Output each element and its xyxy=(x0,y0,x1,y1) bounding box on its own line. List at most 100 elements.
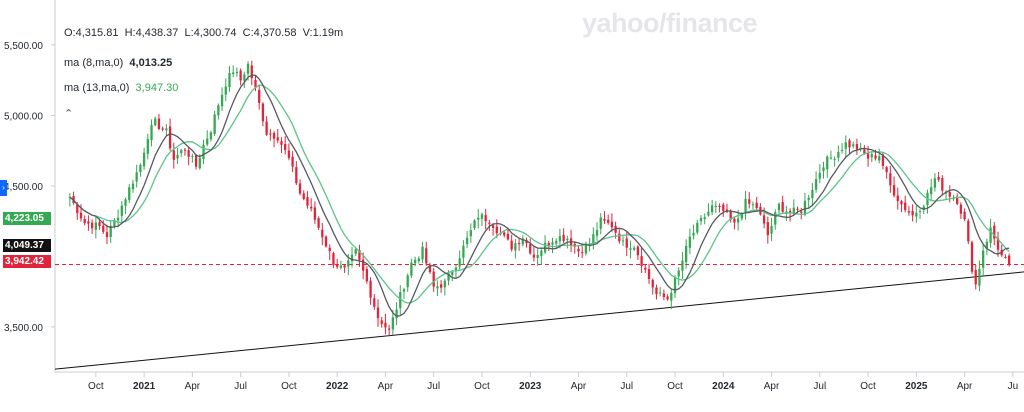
candle-body xyxy=(584,243,588,254)
candle-body xyxy=(930,187,933,195)
candle-body xyxy=(421,246,424,260)
candle-body xyxy=(246,63,250,74)
candle-body xyxy=(228,73,231,88)
candle-body xyxy=(666,296,669,300)
candle-body xyxy=(272,133,276,139)
candle-body xyxy=(896,195,899,201)
candle-body xyxy=(607,219,610,223)
candle-body xyxy=(963,211,966,220)
candle-body xyxy=(774,212,777,225)
candle-body xyxy=(310,206,313,209)
candle-body xyxy=(636,246,640,256)
candle-body xyxy=(707,211,710,216)
candle-body xyxy=(94,222,97,230)
candle-body xyxy=(165,128,168,131)
candle-body xyxy=(161,128,164,130)
candle-body xyxy=(688,236,692,248)
last-price-badge: 3,942.42 xyxy=(3,255,51,268)
x-year-label: 2024 xyxy=(712,381,735,392)
candle-body xyxy=(113,219,116,227)
candle-body xyxy=(881,154,885,166)
candle-body xyxy=(722,204,725,211)
candle-body xyxy=(83,219,86,224)
candle-body xyxy=(770,225,773,234)
x-tick-label: Ju xyxy=(1008,381,1019,392)
candle-body xyxy=(194,155,198,167)
candle-body xyxy=(733,218,736,223)
ma8-label: ma (8,ma,0) xyxy=(64,57,124,69)
candle-body xyxy=(339,265,343,268)
candle-body xyxy=(714,206,718,208)
candle-body xyxy=(629,248,632,250)
candles-layer xyxy=(68,60,1011,337)
candle-body xyxy=(993,225,996,239)
candle-body xyxy=(974,270,977,285)
candle-body xyxy=(410,262,413,276)
chevron-up-icon[interactable]: ⌃ xyxy=(64,108,74,120)
candle-body xyxy=(703,217,706,220)
candle-body xyxy=(859,147,862,149)
candle-body xyxy=(146,138,149,154)
candle-body xyxy=(811,189,814,199)
candle-body xyxy=(198,157,201,169)
candle-body xyxy=(840,150,844,152)
ma13-line xyxy=(69,84,1010,304)
candle-body xyxy=(139,164,142,173)
candle-body xyxy=(978,268,981,286)
moving-average-lines xyxy=(69,74,1010,318)
candle-body xyxy=(302,193,305,200)
candle-body xyxy=(176,154,179,159)
candle-body xyxy=(183,149,187,151)
candle-body xyxy=(265,121,268,135)
candle-body xyxy=(395,309,398,319)
candle-body xyxy=(328,247,331,252)
candle-body xyxy=(209,132,213,140)
ma8-legend[interactable]: ma (8,ma,0) 4,013.25 xyxy=(64,57,172,69)
candle-body xyxy=(443,280,446,288)
candle-body xyxy=(495,226,498,234)
candle-body xyxy=(562,234,565,242)
candle-body xyxy=(900,201,903,205)
candle-body xyxy=(128,187,131,201)
candle-body xyxy=(911,210,914,216)
candle-body xyxy=(651,279,654,288)
ma8-value: 4,013.25 xyxy=(129,57,173,69)
candle-body xyxy=(365,269,369,282)
candle-body xyxy=(736,218,740,223)
ma13-legend[interactable]: ma (13,ma,0) 3,947.30 xyxy=(64,82,178,94)
candle-body xyxy=(904,202,907,211)
high-value: H:4,438.37 xyxy=(124,27,179,39)
x-tick-label: Jul xyxy=(234,381,247,392)
candle-body xyxy=(696,222,699,233)
candle-body xyxy=(387,328,391,330)
candle-body xyxy=(621,240,625,242)
candle-body xyxy=(124,199,127,206)
candle-body xyxy=(439,284,443,288)
candle-body xyxy=(380,320,383,325)
candle-body xyxy=(217,105,220,116)
candle-body xyxy=(213,114,216,134)
y-tick-label: 5,000.00 xyxy=(4,111,43,122)
ma13-value: 3,947.30 xyxy=(135,82,179,94)
candle-body xyxy=(941,178,944,191)
candle-body xyxy=(269,133,272,135)
candle-body xyxy=(956,196,959,204)
candle-body xyxy=(803,200,807,215)
candle-body xyxy=(243,74,246,81)
x-tick-label: Jul xyxy=(620,381,633,392)
candle-body xyxy=(313,207,317,220)
grid-lines xyxy=(54,0,1024,373)
candle-body xyxy=(239,70,242,81)
chevron-right-icon[interactable]: › xyxy=(0,180,7,196)
candle-body xyxy=(306,197,309,206)
candle-body xyxy=(462,245,465,258)
candle-body xyxy=(1004,256,1007,258)
candle-body xyxy=(892,185,896,196)
candle-body xyxy=(762,215,766,224)
x-year-label: 2025 xyxy=(905,381,928,392)
candle-body xyxy=(343,265,346,268)
candle-body xyxy=(399,292,402,309)
candle-body xyxy=(361,259,365,271)
candle-body xyxy=(521,238,524,245)
